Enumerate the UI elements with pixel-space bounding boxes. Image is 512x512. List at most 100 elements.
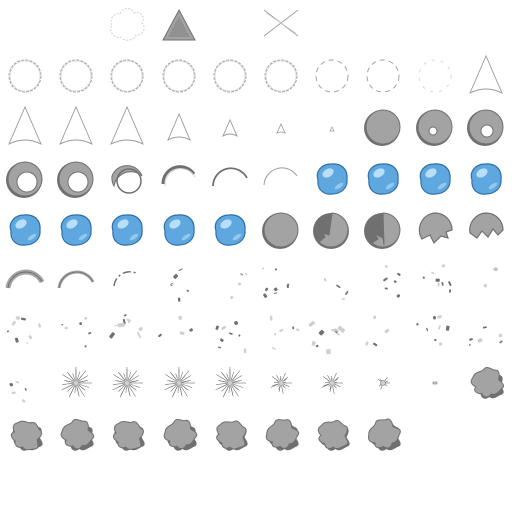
bubble-frame xyxy=(51,205,101,255)
cone-frame xyxy=(205,102,255,152)
crescent-frame xyxy=(205,154,255,204)
debris-frame xyxy=(461,307,511,357)
disc-frame xyxy=(461,205,511,255)
debris-frame-graphic xyxy=(6,316,42,345)
bubble-frame xyxy=(307,154,357,204)
debris-frame-graphic xyxy=(324,278,349,301)
debris-frame-graphic xyxy=(229,272,247,300)
burst-frame-graphic xyxy=(321,373,344,395)
cross-frame xyxy=(256,0,306,50)
burst-frame xyxy=(205,358,255,408)
bubble-frame xyxy=(410,154,460,204)
splat-frame-graphic xyxy=(215,420,248,451)
cone-frame-graphic xyxy=(468,55,503,95)
bubble-frame-graphic xyxy=(60,214,92,246)
debris-frame xyxy=(358,307,408,357)
bubble-frame-graphic xyxy=(368,162,400,195)
cone-frame-graphic xyxy=(329,126,335,132)
debris-frame-graphic xyxy=(157,316,193,338)
bubble-frame xyxy=(461,154,511,204)
debris-frame xyxy=(461,256,511,306)
ring-frame-graphic xyxy=(162,59,196,93)
debris-frame xyxy=(154,256,204,306)
disc-frame-graphic xyxy=(418,212,453,244)
arc-frame-graphic xyxy=(57,270,95,289)
burst-frame xyxy=(154,358,204,408)
speck-frame xyxy=(410,358,460,408)
burst-frame xyxy=(102,358,152,408)
splat-frame xyxy=(256,410,306,460)
splat-frame xyxy=(358,410,408,460)
cone-frame-graphic xyxy=(276,123,286,135)
debris-frame xyxy=(410,307,460,357)
debris-frame-graphic xyxy=(383,265,402,298)
splat-frame xyxy=(154,410,204,460)
splat-frame-graphic xyxy=(163,418,197,451)
bubble-frame-graphic xyxy=(316,162,348,195)
disc-frame xyxy=(307,205,357,255)
cone-frame-graphic xyxy=(8,106,42,146)
splat-frame xyxy=(461,358,511,408)
ring-frame xyxy=(256,51,306,101)
bubble-frame xyxy=(358,154,408,204)
cone-frame xyxy=(461,51,511,101)
debris-frame xyxy=(358,256,408,306)
disc-frame xyxy=(410,205,460,255)
disc-frame xyxy=(51,154,101,204)
debris-frame-graphic xyxy=(109,314,144,339)
ring-frame xyxy=(154,51,204,101)
ring-frame-graphic xyxy=(264,59,298,93)
ring-frame-graphic xyxy=(110,59,144,93)
bubble-frame-graphic xyxy=(163,214,195,246)
ring-frame xyxy=(410,51,460,101)
burst-frame xyxy=(51,358,101,408)
debris-frame xyxy=(102,307,152,357)
burst-frame-graphic xyxy=(112,367,144,398)
bubble-frame-graphic xyxy=(214,214,246,246)
burst-frame-graphic xyxy=(61,367,93,398)
burst-frame-graphic xyxy=(164,367,195,398)
splat-frame-graphic xyxy=(113,420,146,451)
arc-frame xyxy=(102,256,152,306)
burst-frame xyxy=(307,358,357,408)
ring-frame-graphic xyxy=(315,59,349,93)
cone-frame xyxy=(102,102,152,152)
ring-frame-graphic xyxy=(418,59,451,93)
disc-frame xyxy=(358,205,408,255)
disc-frame-graphic xyxy=(6,161,43,198)
debris-frame-graphic xyxy=(262,267,290,298)
ring-frame xyxy=(0,51,50,101)
crescent-frame-graphic xyxy=(211,166,248,186)
disc-frame xyxy=(256,205,306,255)
splat-frame xyxy=(102,410,152,460)
splat-frame xyxy=(307,410,357,460)
cone-frame-graphic xyxy=(110,106,145,146)
disc-frame-graphic xyxy=(262,212,299,249)
debris-frame-graphic xyxy=(169,268,189,302)
splat-frame-graphic xyxy=(470,367,504,400)
puff-outline-frame xyxy=(102,0,152,50)
debris-frame xyxy=(154,307,204,357)
debris-frame xyxy=(410,256,460,306)
bubble-frame xyxy=(0,205,50,255)
debris-frame xyxy=(0,358,50,408)
ring-frame xyxy=(102,51,152,101)
ring-frame-graphic xyxy=(366,59,400,93)
disc-frame-graphic xyxy=(415,109,453,147)
ring-frame xyxy=(307,51,357,101)
burst-frame-graphic xyxy=(270,373,292,395)
disc-frame xyxy=(358,102,408,152)
bubble-frame-graphic xyxy=(470,162,502,195)
debris-frame-graphic xyxy=(269,315,300,350)
ring-frame xyxy=(51,51,101,101)
debris-frame-graphic xyxy=(365,315,390,347)
ring-frame xyxy=(205,51,255,101)
debris-frame-graphic xyxy=(215,321,247,354)
ring-frame-graphic xyxy=(213,59,247,93)
splat-frame-graphic xyxy=(368,418,402,451)
speck-frame-graphic xyxy=(432,382,437,385)
ring-frame xyxy=(358,51,408,101)
crescent-frame-graphic xyxy=(263,167,298,185)
debris-frame-graphic xyxy=(308,321,346,355)
arc-frame xyxy=(51,256,101,306)
